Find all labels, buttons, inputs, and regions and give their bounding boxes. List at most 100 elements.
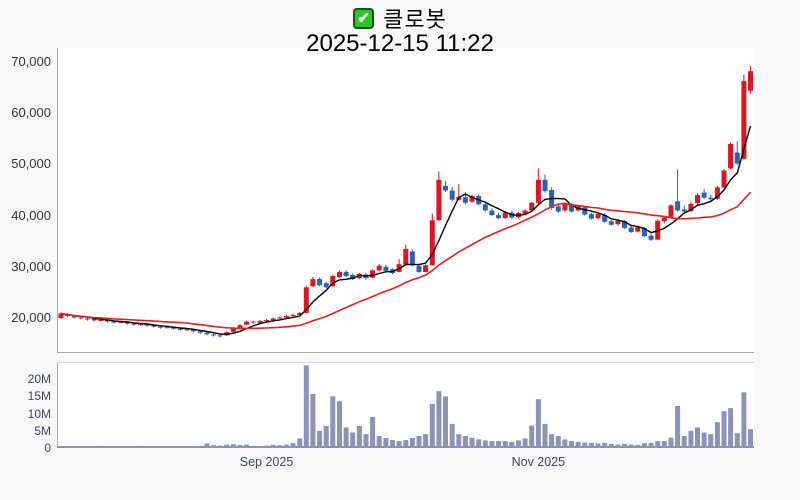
candle-up xyxy=(118,322,124,324)
volume-bar xyxy=(283,444,289,448)
price-axis-tick: 20,000 xyxy=(11,310,51,325)
candle-down xyxy=(151,325,157,327)
volume-bar xyxy=(230,444,236,448)
candle-up xyxy=(164,327,170,329)
volume-bar xyxy=(403,440,409,448)
candle-up xyxy=(376,265,382,271)
candle-down xyxy=(204,332,210,335)
candle-down xyxy=(482,204,488,211)
candle-up xyxy=(661,217,667,222)
volume-bar xyxy=(628,444,634,448)
volume-bar xyxy=(98,447,104,448)
candle-up xyxy=(529,202,535,211)
candle-down xyxy=(78,317,84,319)
volume-bar xyxy=(741,392,747,448)
candle-down xyxy=(449,190,455,200)
candle-down xyxy=(350,275,356,280)
candle-up xyxy=(330,276,336,287)
candle-down xyxy=(197,331,203,333)
volume-bar xyxy=(376,436,382,448)
volume-bar xyxy=(191,446,197,448)
volume-bar xyxy=(522,438,528,448)
volume-bar xyxy=(303,365,309,448)
price-chart-area[interactable] xyxy=(57,48,754,353)
candle-down xyxy=(416,265,422,272)
candle-up xyxy=(714,187,720,199)
volume-bar xyxy=(337,401,342,448)
candle-up xyxy=(310,279,316,287)
volume-bar xyxy=(655,441,661,448)
volume-bar xyxy=(270,444,276,448)
candle-up xyxy=(535,179,541,203)
candle-up xyxy=(370,270,376,278)
volume-bar xyxy=(197,445,203,448)
chart-title-row: ✔ 클로봇 xyxy=(0,4,800,32)
volume-bar xyxy=(350,432,356,448)
candle-down xyxy=(91,319,97,321)
volume-bar xyxy=(661,441,667,448)
candle-down xyxy=(177,328,183,330)
volume-bar xyxy=(482,440,488,448)
candle-down xyxy=(104,320,110,322)
volume-bar xyxy=(244,444,250,448)
candle-up xyxy=(277,317,283,319)
volume-bar xyxy=(449,423,455,448)
candle-down xyxy=(555,206,561,212)
price-axis-tick: 30,000 xyxy=(11,258,51,274)
volume-bar xyxy=(211,445,216,448)
candle-up xyxy=(728,143,734,169)
volume-bar xyxy=(635,444,641,448)
candle-down xyxy=(409,251,415,266)
volume-bar xyxy=(144,446,150,448)
candle-up xyxy=(562,204,568,211)
volume-bar xyxy=(356,426,362,448)
volume-bar xyxy=(549,434,555,448)
candle-down xyxy=(542,179,548,192)
candle-down xyxy=(171,327,177,329)
volume-bar xyxy=(204,443,210,448)
candle-down xyxy=(124,322,130,324)
volume-axis-tick: 20M xyxy=(27,372,51,387)
volume-bar xyxy=(184,447,190,448)
volume-axis-tick: 5M xyxy=(34,423,51,438)
volume-bar xyxy=(257,445,263,448)
volume-bar xyxy=(748,429,753,448)
volume-bar xyxy=(277,445,283,448)
candle-up xyxy=(721,170,727,188)
volume-bar xyxy=(383,438,389,448)
volume-bar xyxy=(65,446,71,448)
chart-datetime-label: 2025-12-15 11:22 xyxy=(306,30,494,57)
volume-bar xyxy=(668,437,674,448)
volume-bar xyxy=(370,417,376,448)
candle-up xyxy=(237,325,243,328)
candle-up xyxy=(257,321,263,323)
candle-down xyxy=(622,221,627,228)
volume-bar xyxy=(502,441,508,448)
candle-up xyxy=(423,265,429,272)
ma-long-line xyxy=(60,191,752,330)
volume-bar xyxy=(542,423,548,448)
candle-up xyxy=(748,71,753,91)
candle-down xyxy=(211,334,216,336)
candle-up xyxy=(58,313,64,318)
volume-bar xyxy=(721,411,727,448)
volume-bar xyxy=(443,396,448,448)
candle-up xyxy=(184,329,190,331)
candle-down xyxy=(582,207,588,215)
volume-bar xyxy=(456,434,462,448)
volume-bar xyxy=(575,441,581,448)
volume-bar xyxy=(602,442,608,448)
volume-bar xyxy=(85,447,90,448)
volume-bar xyxy=(648,442,654,448)
price-axis-tick: 40,000 xyxy=(11,207,51,223)
volume-bar xyxy=(675,406,681,448)
volume-bar xyxy=(396,441,402,448)
volume-bar xyxy=(91,446,97,448)
candle-up xyxy=(522,210,528,215)
candle-up xyxy=(337,271,342,277)
volume-bar xyxy=(462,436,468,448)
volume-bar xyxy=(641,443,647,448)
candle-up xyxy=(741,80,747,159)
